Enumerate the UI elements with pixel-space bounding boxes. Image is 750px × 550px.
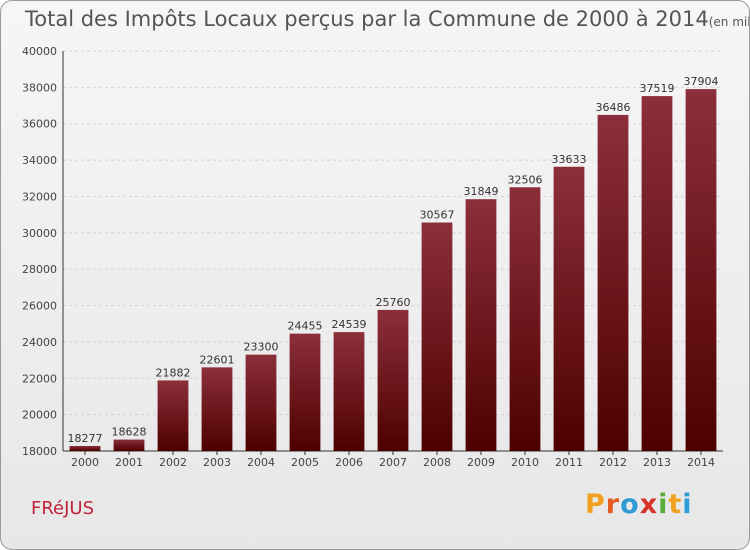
bar-2009 [465, 199, 497, 451]
y-tick-label: 24000 [22, 336, 57, 349]
data-label: 33633 [552, 153, 587, 166]
bar-2003 [201, 367, 233, 451]
x-tick-label: 2009 [467, 456, 495, 469]
chart-title: Total des Impôts Locaux perçus par la Co… [25, 7, 749, 31]
x-tick-label: 2006 [335, 456, 363, 469]
x-tick-label: 2013 [643, 456, 671, 469]
y-tick-label: 32000 [22, 190, 57, 203]
y-tick-label: 34000 [22, 154, 57, 167]
logo-letter: o [620, 489, 640, 520]
data-label: 21882 [156, 366, 191, 379]
x-tick-label: 2002 [159, 456, 187, 469]
data-label: 23300 [244, 341, 279, 354]
bar-2014 [685, 89, 717, 451]
bar-2010 [509, 187, 541, 451]
y-tick-label: 18000 [22, 445, 57, 458]
x-tick-label: 2003 [203, 456, 231, 469]
data-labels: 18277 18628 21882 22601 23300 24455 24539 25760… [68, 75, 719, 445]
x-tick-labels: 2000 2001 2002 2003 2004 2005 2006 2007 2008 2009… [71, 456, 715, 469]
y-tick-label: 28000 [22, 263, 57, 276]
data-label: 37904 [684, 75, 719, 88]
bar-2012 [597, 114, 629, 452]
x-tick-label: 2008 [423, 456, 451, 469]
y-tick-label: 22000 [22, 372, 57, 385]
bar-2013 [641, 96, 673, 451]
x-tick-label: 2007 [379, 456, 407, 469]
logo-letter: i [658, 489, 669, 520]
y-tick-label: 40000 [22, 45, 57, 58]
logo-letter: r [605, 489, 621, 520]
y-tick-label: 30000 [22, 227, 57, 240]
bar-2004 [245, 354, 277, 451]
data-label: 37519 [640, 82, 675, 95]
x-tick-label: 2000 [71, 456, 99, 469]
data-label: 24455 [288, 320, 323, 333]
proxiti-logo: Proxiti [585, 489, 693, 520]
bar-2007 [377, 309, 409, 451]
chart-unit: (en milliers d'€) [708, 15, 749, 29]
logo-letter: i [682, 489, 693, 520]
x-tick-label: 2005 [291, 456, 319, 469]
x-tick-label: 2012 [599, 456, 627, 469]
bar-2002 [157, 380, 189, 451]
data-label: 36486 [596, 101, 631, 114]
y-tick-label: 20000 [22, 409, 57, 422]
logo-letter: P [585, 489, 606, 520]
data-label: 30567 [420, 209, 455, 222]
bar-2011 [553, 166, 585, 451]
y-tick-label: 26000 [22, 300, 57, 313]
x-tick-label: 2011 [555, 456, 583, 469]
bar-2000 [69, 445, 101, 451]
logo-letter: t [668, 489, 683, 520]
data-label: 25760 [376, 296, 411, 309]
data-label: 22601 [200, 353, 235, 366]
x-tick-label: 2014 [687, 456, 715, 469]
data-label: 24539 [332, 318, 367, 331]
y-tick-labels: 18000 20000 22000 24000 26000 28000 30000 32000… [22, 45, 57, 458]
logo-letter: x [639, 489, 659, 520]
bar-2001 [113, 439, 145, 451]
bar-2008 [421, 222, 453, 451]
data-label: 31849 [464, 185, 499, 198]
data-label: 18277 [68, 432, 103, 445]
bars [69, 89, 717, 452]
x-tick-label: 2010 [511, 456, 539, 469]
data-label: 32506 [508, 173, 543, 186]
data-label: 18628 [112, 426, 147, 439]
y-tick-label: 36000 [22, 118, 57, 131]
x-tick-label: 2004 [247, 456, 275, 469]
bar-2006 [333, 332, 365, 451]
commune-name: FRéJUS [31, 498, 95, 519]
chart-title-text: Total des Impôts Locaux perçus par la Co… [25, 7, 709, 31]
y-tick-label: 38000 [22, 81, 57, 94]
x-tick-label: 2001 [115, 456, 143, 469]
bar-2005 [289, 333, 321, 451]
